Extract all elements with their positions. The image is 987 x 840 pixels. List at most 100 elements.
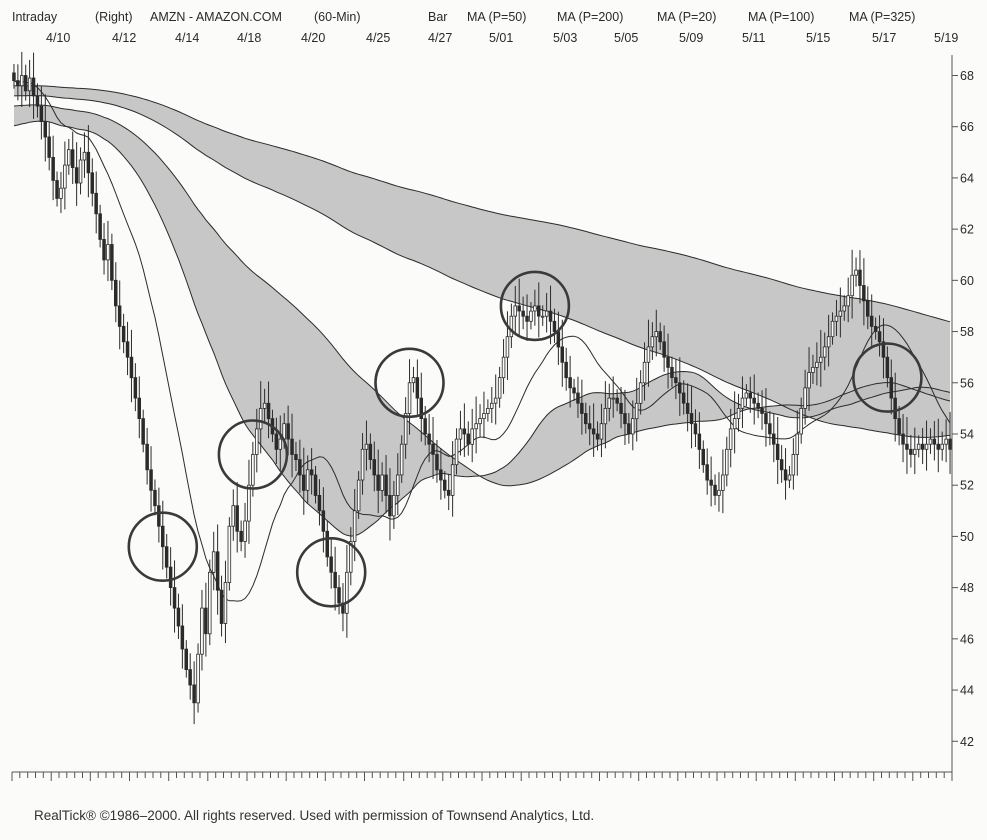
price-bar — [548, 285, 553, 345]
price-bar — [544, 293, 549, 333]
bar-body — [721, 474, 725, 491]
price-bar — [905, 417, 909, 474]
bar-body — [325, 530, 329, 558]
price-bar — [830, 312, 835, 345]
bar-body — [493, 397, 498, 404]
y-tick-label: 46 — [960, 632, 974, 646]
bar-body — [916, 443, 921, 450]
bar-body — [423, 418, 427, 435]
bar-body — [19, 75, 24, 87]
price-bar — [572, 378, 576, 402]
price-bar — [607, 383, 612, 422]
ma-325-line — [14, 85, 951, 323]
price-bar — [807, 347, 811, 411]
price-bar — [482, 391, 486, 439]
bar-body — [846, 295, 850, 307]
price-bar — [102, 223, 106, 275]
bar-body — [137, 397, 141, 420]
date-label: 4/14 — [175, 31, 199, 45]
price-bar — [337, 575, 341, 615]
bar-body — [153, 489, 157, 507]
bar-body — [595, 433, 600, 440]
price-bar — [376, 449, 380, 514]
bar-body — [192, 684, 196, 704]
price-bar — [74, 142, 79, 206]
price-bar — [752, 374, 756, 425]
bar-body — [380, 474, 384, 491]
bar-body — [180, 625, 185, 650]
bar-body — [78, 159, 83, 184]
price-bar — [78, 147, 83, 195]
bar-body — [619, 402, 623, 414]
price-bar — [760, 390, 764, 430]
bar-body — [893, 397, 897, 420]
price-bar — [838, 287, 843, 338]
bar-body — [31, 77, 36, 97]
bar-body — [211, 551, 216, 573]
date-label: 5/09 — [679, 31, 703, 45]
bar-body — [239, 530, 243, 542]
bar-body — [403, 413, 408, 445]
bar-body — [685, 402, 690, 414]
price-bar — [317, 479, 322, 526]
price-bar — [529, 302, 533, 330]
bar-body — [160, 525, 165, 548]
price-bar — [678, 357, 682, 416]
price-bar — [932, 421, 937, 461]
bar-body — [59, 187, 63, 199]
price-bar — [533, 289, 537, 326]
price-bar — [493, 374, 498, 425]
price-bar — [799, 397, 803, 444]
bar-body — [82, 151, 87, 161]
bar-body — [51, 156, 55, 181]
price-bar — [12, 64, 16, 89]
bar-body — [858, 269, 862, 286]
price-bar — [564, 347, 568, 391]
bar-body — [70, 149, 75, 168]
price-bar — [188, 653, 192, 700]
price-bar — [133, 363, 138, 412]
price-bar — [631, 400, 635, 451]
highlight-circle — [852, 342, 923, 413]
bar-body — [86, 151, 91, 174]
bar-body — [110, 244, 114, 281]
date-label: 5/11 — [742, 31, 765, 45]
bar-body — [67, 149, 71, 166]
price-bar — [419, 372, 423, 442]
price-bar — [603, 381, 608, 449]
price-bar — [309, 448, 314, 495]
price-bar — [936, 418, 941, 473]
bar-body — [591, 428, 596, 435]
bar-body — [129, 356, 134, 379]
y-tick-label: 64 — [960, 171, 974, 185]
bar-body — [548, 310, 553, 322]
price-bar — [701, 440, 706, 473]
price-bar — [689, 386, 694, 449]
y-tick-label: 42 — [960, 735, 974, 749]
price-bar — [513, 286, 518, 335]
price-bar — [67, 139, 71, 175]
bar-body — [286, 423, 290, 440]
bar-body — [717, 489, 721, 496]
bar-body — [117, 305, 122, 327]
price-bar — [826, 314, 831, 367]
bar-body — [157, 505, 161, 527]
bar-body — [439, 469, 443, 481]
bar-body — [701, 448, 706, 466]
price-bar — [427, 414, 431, 463]
price-bar — [172, 560, 177, 633]
bar-body — [638, 382, 643, 404]
bar-body — [877, 331, 882, 343]
bar-body — [372, 459, 376, 476]
price-bar — [670, 356, 674, 388]
y-tick-label: 68 — [960, 69, 974, 83]
bar-body — [274, 433, 279, 450]
date-label: 5/05 — [614, 31, 638, 45]
bar-body — [713, 484, 717, 496]
bar-body — [666, 356, 670, 368]
header-item: MA (P=200) — [557, 10, 623, 24]
date-label: 5/03 — [553, 31, 577, 45]
bar-body — [243, 520, 247, 542]
bar-body — [98, 213, 102, 240]
bar-body — [290, 438, 294, 455]
